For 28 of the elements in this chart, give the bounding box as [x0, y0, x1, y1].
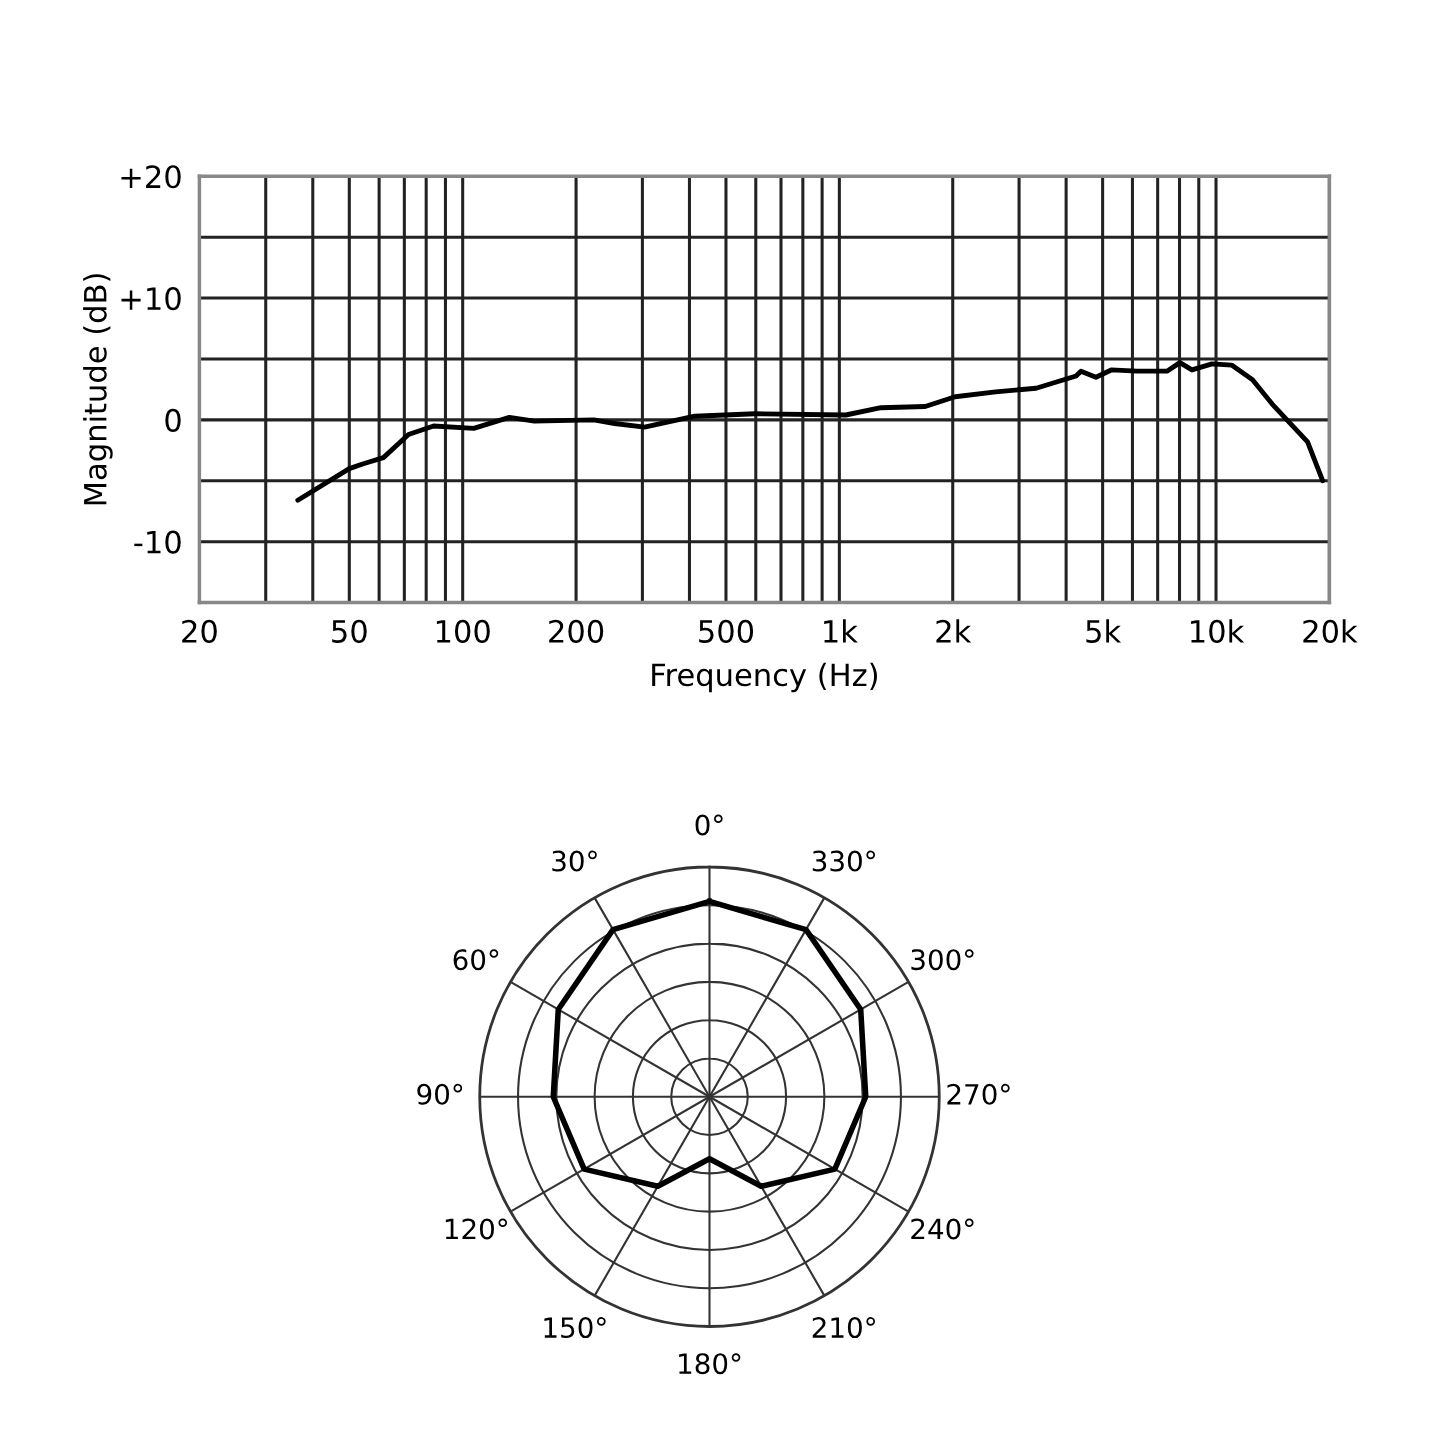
x-tick-label: 10k: [1191, 619, 1245, 643]
spoke-label: 30°: [552, 850, 597, 872]
spoke-label: 240°: [911, 1218, 974, 1240]
x-tick-label: 500: [699, 619, 754, 643]
spoke-label: 180°: [679, 1353, 741, 1375]
spoke-label: 150°: [544, 1317, 606, 1339]
y-tick-label: +20: [121, 165, 181, 189]
x-tick-label: 20: [182, 619, 217, 643]
spoke-label: 210°: [812, 1317, 875, 1339]
spoke-label: 330°: [812, 850, 875, 872]
x-tick-label: 1k: [824, 619, 858, 643]
x-tick-label: 100: [436, 619, 490, 643]
x-tick-label: 50: [332, 619, 367, 643]
y-tick-label: -10: [134, 530, 181, 554]
x-tick-label: 20k: [1303, 619, 1358, 643]
y-tick-label: +10: [121, 287, 181, 311]
x-tick-label: 2k: [936, 619, 972, 643]
x-tick-label: 5k: [1086, 619, 1122, 643]
spoke-label: 60°: [453, 949, 499, 971]
y-axis-title: Magnitude (dB): [83, 274, 113, 505]
x-axis-title: Frequency (Hz): [652, 662, 877, 693]
x-tick-label: 200: [549, 619, 604, 643]
spoke-label: 0°: [695, 814, 723, 836]
y-tick-label: 0: [165, 408, 181, 432]
spoke-label: 300°: [911, 949, 974, 971]
spoke-label: 270°: [947, 1083, 1010, 1105]
spoke-label: 120°: [445, 1218, 508, 1240]
spoke-label: 90°: [417, 1083, 463, 1105]
